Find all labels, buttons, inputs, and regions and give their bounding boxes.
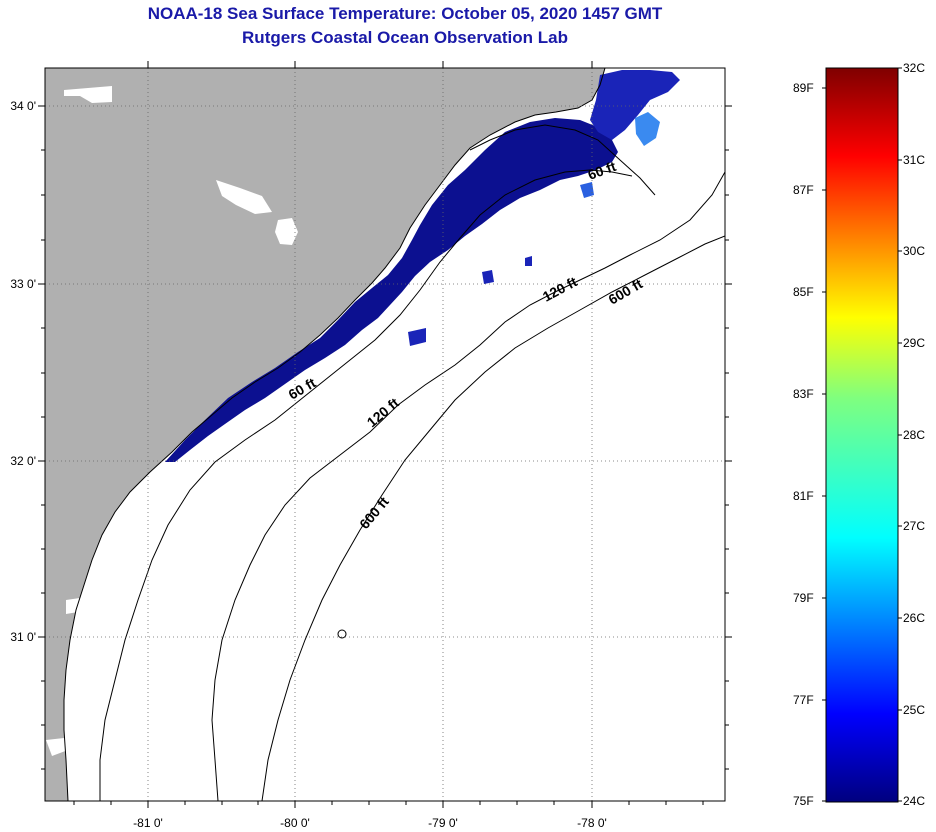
colorbar <box>825 67 899 803</box>
land-gap <box>64 86 112 103</box>
colorbar-c-label: 26C <box>903 611 926 625</box>
seamount-outline <box>337 629 347 639</box>
isobath-60ft <box>99 169 633 801</box>
sst-warm-patch <box>635 112 660 146</box>
shoreline <box>63 68 606 801</box>
land-area <box>45 68 605 801</box>
lon-label: -81 0' <box>133 816 163 830</box>
lat-label: 32 0' <box>10 454 36 468</box>
cape-outline <box>469 124 656 196</box>
colorbar-c-label: 24C <box>903 794 926 808</box>
lon-label: -78 0' <box>577 816 607 830</box>
colorbar-c-label: 32C <box>903 61 926 75</box>
sst-patch <box>408 328 426 346</box>
map-title: NOAA-18 Sea Surface Temperature: October… <box>147 4 663 23</box>
colorbar-c-label: 30C <box>903 244 926 258</box>
colorbar-f-label: 87F <box>793 183 814 197</box>
colorbar-f-label: 89F <box>793 81 814 95</box>
sst-warm-patch <box>580 182 594 198</box>
colorbar-f-label: 81F <box>793 489 814 503</box>
land-gap <box>46 738 68 756</box>
isobath-120ft <box>211 171 725 801</box>
colorbar-f-label: 83F <box>793 387 814 401</box>
map-subtitle: Rutgers Coastal Ocean Observation Lab <box>242 28 568 47</box>
colorbar-ticks <box>822 67 902 802</box>
land-gap <box>66 598 80 614</box>
land-gap <box>216 180 272 214</box>
lat-label: 34 0' <box>10 99 36 113</box>
colorbar-f-label: 85F <box>793 285 814 299</box>
map-frame <box>44 67 726 802</box>
colorbar-c-label: 25C <box>903 703 926 717</box>
lon-label: -80 0' <box>280 816 310 830</box>
colorbar-c-label: 27C <box>903 519 926 533</box>
colorbar-f-label: 77F <box>793 693 814 707</box>
colorbar-c-label: 28C <box>903 428 926 442</box>
colorbar-c-label: 29C <box>903 336 926 350</box>
map-ticks <box>38 61 732 808</box>
sst-patch <box>482 270 494 284</box>
land-gap <box>275 218 298 245</box>
colorbar-c-label: 31C <box>903 153 926 167</box>
lon-label: -79 0' <box>428 816 458 830</box>
isobath-600ft <box>261 235 725 801</box>
colorbar-f-label: 75F <box>793 794 814 808</box>
sst-patch <box>525 256 532 266</box>
sst-coastal-band <box>590 70 680 140</box>
lat-label: 31 0' <box>10 630 36 644</box>
colorbar-f-label: 79F <box>793 591 814 605</box>
lat-label: 33 0' <box>10 277 36 291</box>
sst-coastal-band <box>165 118 618 462</box>
map-grid <box>45 68 725 801</box>
